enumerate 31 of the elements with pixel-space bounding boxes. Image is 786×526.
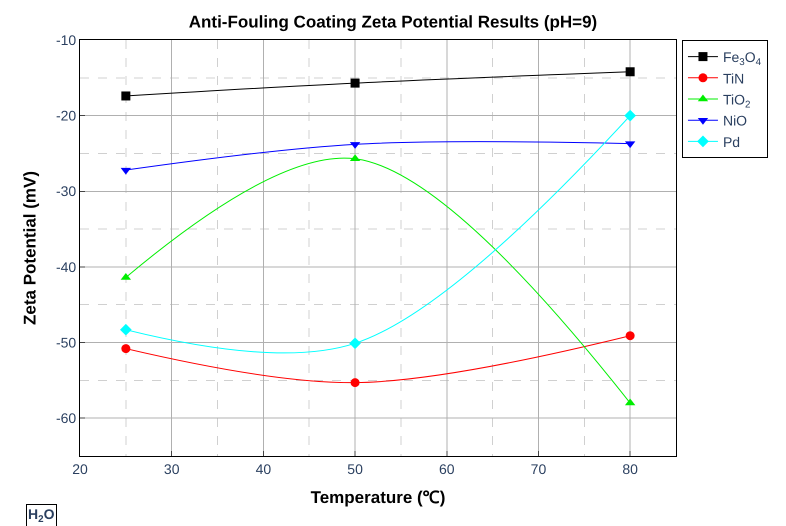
x-tick-label: 70 [530, 460, 546, 477]
point [120, 324, 132, 336]
y-tick-label: -50 [56, 334, 76, 350]
y-tick-label: -20 [56, 108, 76, 124]
legend-label: Pd [722, 134, 740, 150]
x-tick-label: 50 [347, 460, 364, 477]
legend-label: NiO [722, 112, 748, 129]
point [626, 331, 635, 340]
point [350, 378, 360, 388]
x-axis-title: Temperature (℃) [310, 488, 446, 508]
point [626, 67, 635, 76]
x-tick-label: 30 [164, 460, 180, 477]
x-tick-label: 20 [72, 460, 88, 477]
y-tick-label: -40 [56, 258, 76, 275]
point [624, 110, 636, 122]
point [349, 337, 361, 350]
y-tick-label: -60 [56, 410, 76, 426]
point [350, 78, 360, 88]
x-tick-label: 80 [622, 460, 638, 477]
legend-label: TiN [722, 70, 744, 86]
x-tick-label: 60 [438, 460, 455, 477]
chart-title: Anti-Fouling Coating Zeta Potential Results (pH=9) [188, 12, 598, 32]
y-tick-label: -30 [56, 183, 76, 200]
y-axis-title: Zeta Potential (mV) [20, 171, 40, 325]
y-tick-label: -10 [56, 32, 76, 48]
text: H$_{2}$O [28, 506, 55, 525]
x-tick-label: 40 [256, 460, 272, 477]
point [121, 91, 130, 100]
legend-label: Fe$_{3}$O$_{4}$ [722, 49, 762, 68]
point [121, 344, 130, 354]
legend-label: TiO$_{2}$ [722, 91, 750, 110]
